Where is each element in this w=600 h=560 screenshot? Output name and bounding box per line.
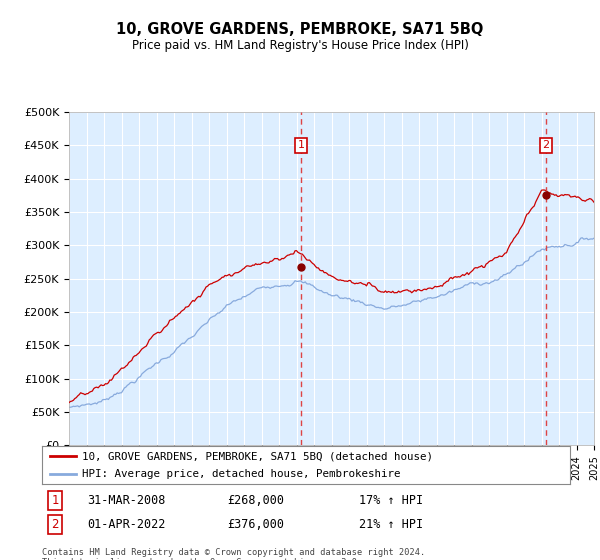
Text: Contains HM Land Registry data © Crown copyright and database right 2024.
This d: Contains HM Land Registry data © Crown c… — [42, 548, 425, 560]
Text: 21% ↑ HPI: 21% ↑ HPI — [359, 518, 423, 531]
Text: Price paid vs. HM Land Registry's House Price Index (HPI): Price paid vs. HM Land Registry's House … — [131, 39, 469, 52]
Text: HPI: Average price, detached house, Pembrokeshire: HPI: Average price, detached house, Pemb… — [82, 469, 400, 479]
Text: 31-MAR-2008: 31-MAR-2008 — [87, 493, 165, 507]
Text: 01-APR-2022: 01-APR-2022 — [87, 518, 165, 531]
Text: 10, GROVE GARDENS, PEMBROKE, SA71 5BQ (detached house): 10, GROVE GARDENS, PEMBROKE, SA71 5BQ (d… — [82, 451, 433, 461]
Text: 1: 1 — [298, 141, 304, 150]
Text: £376,000: £376,000 — [227, 518, 284, 531]
Text: 10, GROVE GARDENS, PEMBROKE, SA71 5BQ: 10, GROVE GARDENS, PEMBROKE, SA71 5BQ — [116, 22, 484, 38]
Text: 1: 1 — [52, 493, 59, 507]
Text: 17% ↑ HPI: 17% ↑ HPI — [359, 493, 423, 507]
Text: £268,000: £268,000 — [227, 493, 284, 507]
Text: 2: 2 — [52, 518, 59, 531]
Text: 2: 2 — [542, 141, 550, 150]
